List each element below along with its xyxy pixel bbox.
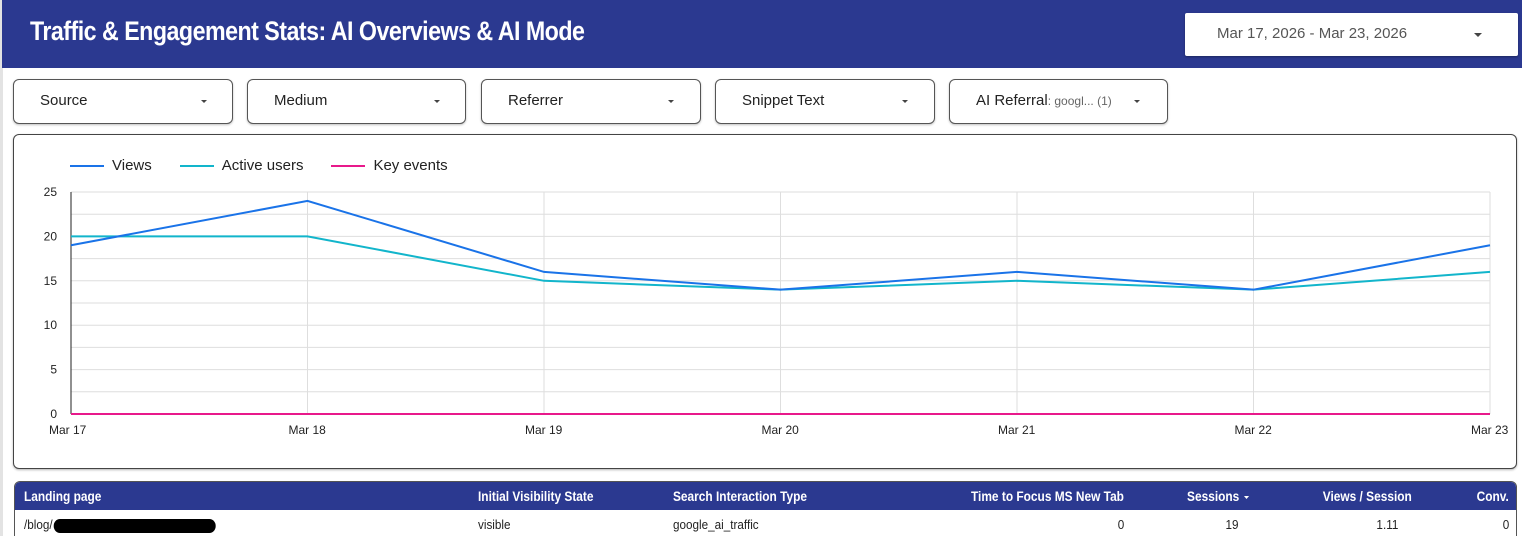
line-swatch-icon xyxy=(70,164,104,167)
x-tick-label: Mar 17 xyxy=(49,423,87,437)
cell-conv: 0 xyxy=(1502,517,1509,532)
y-tick-label: 25 xyxy=(44,185,58,199)
column-header-conv[interactable]: Conv. xyxy=(1476,488,1509,504)
line-swatch-icon xyxy=(331,164,366,167)
chevron-down-icon xyxy=(1474,33,1482,37)
x-tick-label: Mar 22 xyxy=(1235,423,1273,437)
column-header-landing-page[interactable]: Landing page xyxy=(24,488,102,504)
cell-interaction-type: google_ai_traffic xyxy=(673,517,759,532)
filter-value: : googl... (1) xyxy=(1047,94,1112,108)
y-tick-label: 0 xyxy=(50,407,57,421)
date-range-picker[interactable]: Mar 17, 2026 - Mar 23, 2026 xyxy=(1185,13,1518,56)
x-tick-label: Mar 21 xyxy=(998,423,1036,437)
legend-label: Active users xyxy=(221,157,304,174)
chart-plot-area: 0 5 10 15 20 25 Mar 17 Mar 18 Mar 19 Mar 20 Mar 21… xyxy=(44,185,1509,437)
filter-ai-referral[interactable]: AI Referral: googl... (1) xyxy=(949,79,1168,124)
table-header: Landing page Initial Visibility State Se… xyxy=(15,482,1516,510)
chart-legend: Views Active users Key events xyxy=(70,157,476,174)
legend-label: Key events xyxy=(373,157,448,174)
column-header-time-to-focus[interactable]: Time to Focus MS New Tab xyxy=(971,488,1124,504)
x-tick-label: Mar 18 xyxy=(289,423,327,437)
x-tick-label: Mar 20 xyxy=(762,423,800,437)
date-range-value: Mar 17, 2026 - Mar 23, 2026 xyxy=(1217,25,1408,42)
line-chart-card: Views Active users Key events 0 5 10 15 20 25… xyxy=(13,134,1517,469)
chevron-down-icon xyxy=(1134,100,1140,103)
filter-label: Snippet Text xyxy=(742,92,825,109)
cell-sessions: 19 xyxy=(1224,517,1238,532)
y-tick-label: 15 xyxy=(44,274,58,288)
chevron-down-icon xyxy=(434,100,440,103)
filter-label: AI Referral: googl... (1) xyxy=(976,92,1112,109)
filter-label: Referrer xyxy=(508,92,564,109)
chevron-down-icon xyxy=(902,100,908,103)
legend-label: Views xyxy=(112,157,152,174)
legend-item-views[interactable]: Views xyxy=(70,157,152,174)
chevron-down-icon xyxy=(668,100,674,103)
y-tick-label: 20 xyxy=(44,229,58,243)
landing-page-table: Landing page Initial Visibility State Se… xyxy=(14,481,1517,536)
filter-label: Source xyxy=(40,92,88,109)
line-swatch-icon xyxy=(179,164,214,167)
chevron-down-icon xyxy=(201,100,207,103)
column-header-sessions[interactable]: Sessions xyxy=(1187,488,1249,504)
series-line-views[interactable] xyxy=(70,199,1491,291)
column-header-views-per-session[interactable]: Views / Session xyxy=(1322,488,1412,504)
legend-item-active-users[interactable]: Active users xyxy=(179,157,304,174)
x-tick-label: Mar 19 xyxy=(525,423,563,437)
report-header: Traffic & Engagement Stats: AI Overviews… xyxy=(2,0,1522,68)
filter-label: Medium xyxy=(274,92,328,109)
page-title: Traffic & Engagement Stats: AI Overviews… xyxy=(30,16,585,46)
sort-desc-icon xyxy=(1243,495,1249,499)
filter-referrer[interactable]: Referrer xyxy=(481,79,701,124)
cell-visibility: visible xyxy=(478,517,511,532)
redacted-block xyxy=(53,518,216,533)
y-tick-label: 5 xyxy=(50,363,57,377)
cell-time-to-focus: 0 xyxy=(1117,517,1124,532)
x-tick-label: Mar 23 xyxy=(1471,423,1509,437)
column-header-interaction-type[interactable]: Search Interaction Type xyxy=(673,488,808,504)
table-row[interactable]: /blog/ visible google_ai_traffic 0 19 1.… xyxy=(15,510,1516,536)
left-edge xyxy=(0,0,3,536)
filter-snippet-text[interactable]: Snippet Text xyxy=(715,79,935,124)
y-tick-label: 10 xyxy=(44,318,58,332)
cell-landing-page: /blog/ xyxy=(24,517,216,533)
filter-source[interactable]: Source xyxy=(13,79,233,124)
filter-medium[interactable]: Medium xyxy=(247,79,466,124)
column-header-visibility[interactable]: Initial Visibility State xyxy=(478,488,594,504)
legend-item-key-events[interactable]: Key events xyxy=(331,157,448,174)
cell-views-per-session: 1.11 xyxy=(1376,517,1398,532)
